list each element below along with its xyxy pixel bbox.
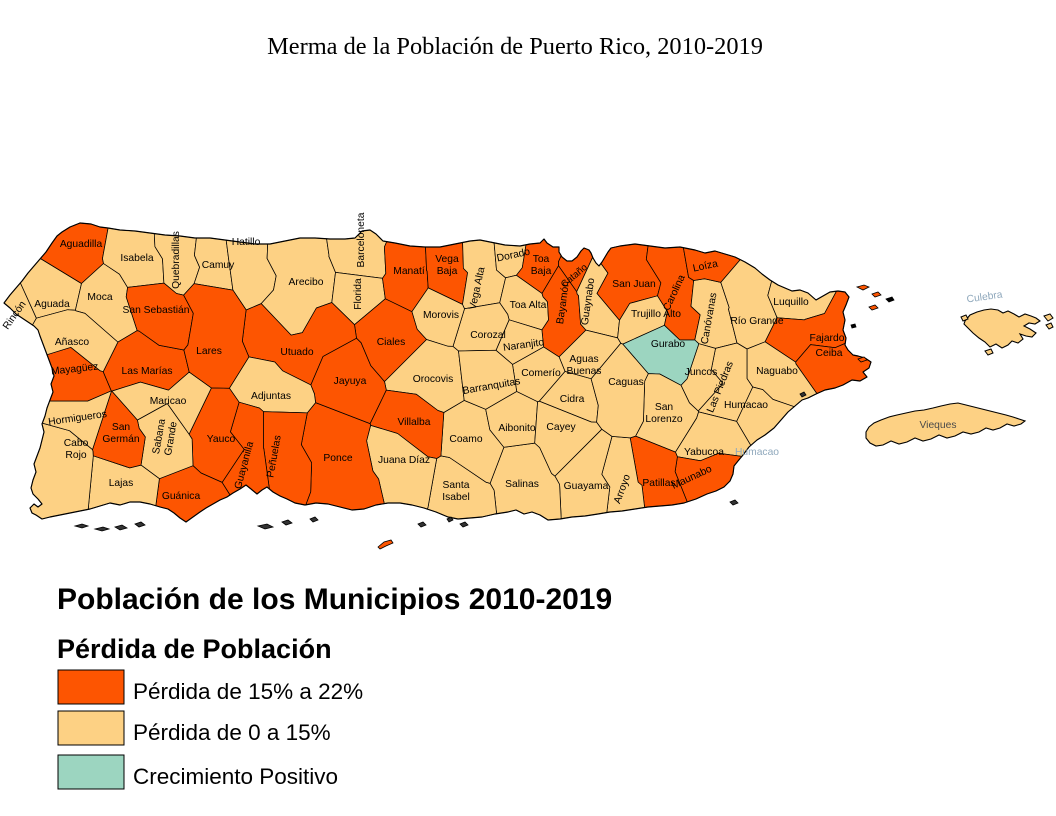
svg-text:Guayama: Guayama <box>564 481 609 492</box>
svg-text:Moca: Moca <box>87 292 112 303</box>
svg-text:Cayey: Cayey <box>546 422 576 433</box>
svg-text:Morovis: Morovis <box>423 310 459 321</box>
svg-text:Jayuya: Jayuya <box>334 376 367 387</box>
svg-text:San Juan: San Juan <box>612 279 656 290</box>
svg-text:Cidra: Cidra <box>560 394 585 405</box>
svg-text:Luquillo: Luquillo <box>773 297 809 308</box>
svg-text:Naguabo: Naguabo <box>756 366 798 377</box>
svg-text:Las Marías: Las Marías <box>122 366 173 377</box>
svg-text:Hatillo: Hatillo <box>232 237 261 248</box>
svg-text:Humacao: Humacao <box>724 400 768 411</box>
svg-text:Merma de la Población de Puert: Merma de la Población de Puerto Rico, 20… <box>267 33 763 60</box>
svg-text:Salinas: Salinas <box>505 479 539 490</box>
svg-text:Lares: Lares <box>196 346 222 357</box>
svg-text:Gurabo: Gurabo <box>651 339 686 350</box>
svg-text:Aguadilla: Aguadilla <box>60 239 103 250</box>
svg-text:Población de los Municipios 20: Población de los Municipios 2010-2019 <box>57 583 612 616</box>
svg-text:Utuado: Utuado <box>280 347 313 358</box>
svg-text:Guánica: Guánica <box>162 491 201 502</box>
svg-text:Mayagüez: Mayagüez <box>51 362 99 378</box>
svg-text:Ceiba: Ceiba <box>816 348 843 359</box>
svg-text:Caguas: Caguas <box>608 377 644 388</box>
svg-text:Quebradillas: Quebradillas <box>171 231 182 289</box>
svg-text:Vieques: Vieques <box>919 420 956 431</box>
svg-text:Trujillo Alto: Trujillo Alto <box>631 309 681 320</box>
svg-text:Aguada: Aguada <box>34 299 70 310</box>
svg-text:Toa Alta: Toa Alta <box>510 300 547 311</box>
svg-text:Coamo: Coamo <box>449 434 482 445</box>
svg-text:Comerío: Comerío <box>521 368 561 379</box>
svg-text:Río Grande: Río Grande <box>730 316 784 327</box>
svg-text:Manatí: Manatí <box>393 266 425 277</box>
svg-text:Arecibo: Arecibo <box>289 277 324 288</box>
svg-text:Camuy: Camuy <box>202 260 235 271</box>
svg-text:Lajas: Lajas <box>109 478 134 489</box>
svg-text:Crecimiento Positivo: Crecimiento Positivo <box>133 764 338 789</box>
svg-text:Barceloneta: Barceloneta <box>356 212 367 267</box>
svg-text:Pérdida de 15% a 22%: Pérdida de 15% a 22% <box>133 679 363 704</box>
svg-text:Humacao: Humacao <box>735 447 779 458</box>
svg-text:Añasco: Añasco <box>55 337 90 348</box>
svg-text:Ciales: Ciales <box>377 337 406 348</box>
svg-text:Florida: Florida <box>353 278 364 310</box>
svg-text:Pérdida de 0 a 15%: Pérdida de 0 a 15% <box>133 720 331 745</box>
svg-text:Yabucoa: Yabucoa <box>684 447 724 458</box>
svg-text:Ponce: Ponce <box>323 453 352 464</box>
svg-text:San Sebastián: San Sebastián <box>123 305 190 316</box>
svg-text:Yauco: Yauco <box>207 434 236 445</box>
svg-text:Orocovis: Orocovis <box>413 374 454 385</box>
svg-text:Juana Díaz: Juana Díaz <box>378 455 430 466</box>
svg-text:Maricao: Maricao <box>150 396 187 407</box>
svg-text:Adjuntas: Adjuntas <box>251 391 291 402</box>
svg-text:Patillas: Patillas <box>642 478 675 489</box>
svg-text:Loíza: Loíza <box>692 259 719 275</box>
svg-text:Juncos: Juncos <box>685 367 718 378</box>
svg-text:Fajardo: Fajardo <box>810 333 845 344</box>
svg-text:Pérdida de Población: Pérdida de Población <box>57 634 332 664</box>
svg-text:Villalba: Villalba <box>397 417 430 428</box>
svg-text:Aibonito: Aibonito <box>498 423 535 434</box>
svg-text:Corozal: Corozal <box>470 330 505 341</box>
svg-text:Culebra: Culebra <box>966 290 1004 306</box>
svg-text:Isabela: Isabela <box>120 253 153 264</box>
